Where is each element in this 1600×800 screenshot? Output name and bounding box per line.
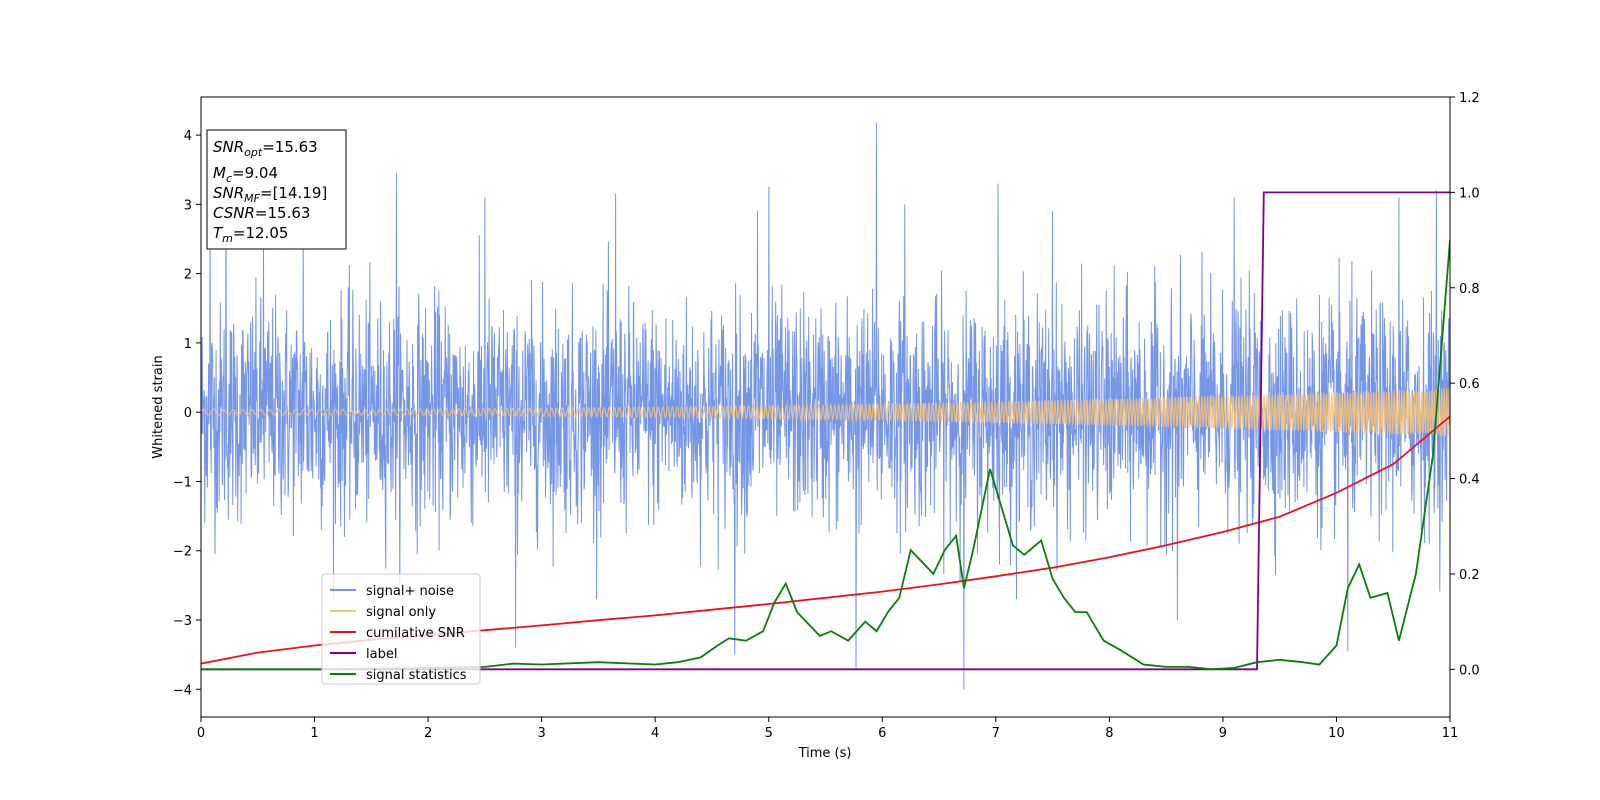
legend-label: label [366, 647, 397, 662]
y-tick-label: 4 [184, 129, 192, 144]
y2-tick-label: 0.6 [1459, 377, 1480, 392]
stats-annotation-lines: SNRopt=15.63Mc=9.04SNRMF=[14.19]CSNR=15.… [213, 138, 327, 245]
stats-annotation-line: CSNR=15.63 [213, 204, 310, 222]
stats-symbol: SNR [213, 138, 244, 156]
x-tick-label: 11 [1442, 726, 1459, 741]
stats-symbol: T [213, 224, 224, 242]
y-tick-label: 3 [184, 198, 192, 213]
x-tick-label: 10 [1328, 726, 1345, 741]
x-tick-label: 3 [537, 726, 545, 741]
x-tick-label: 7 [992, 726, 1000, 741]
stats-subscript: opt [244, 146, 263, 159]
y-tick-label: −2 [173, 545, 192, 560]
legend-label: cumilative SNR [366, 626, 465, 641]
stats-symbol: SNR [213, 184, 244, 202]
y2-tick-label: 0.4 [1459, 473, 1480, 488]
x-tick-label: 6 [878, 726, 886, 741]
stats-annotation-line: Mc=9.04 [213, 164, 278, 185]
x-tick-label: 0 [197, 726, 205, 741]
y-tick-label: −4 [173, 683, 192, 698]
y-tick-label: −3 [173, 614, 192, 629]
legend-label: signal+ noise [366, 584, 454, 599]
stats-annotation-frame [206, 129, 347, 250]
x-tick-label: 9 [1219, 726, 1227, 741]
stats-annotation-box: SNRopt=15.63Mc=9.04SNRMF=[14.19]CSNR=15.… [206, 129, 347, 250]
stats-subscript: MF [244, 192, 260, 205]
x-tick-label: 2 [424, 726, 432, 741]
series-label-line [201, 191, 1450, 671]
y-tick-label: 2 [184, 268, 192, 283]
stats-annotation-line: SNRopt=15.63 [213, 138, 318, 159]
stats-value: =15.63 [262, 138, 318, 156]
x-tick-label: 8 [1105, 726, 1113, 741]
y2-tick-label: 0.2 [1459, 568, 1480, 583]
y-tick-label: 0 [184, 406, 192, 421]
stats-value: =9.04 [232, 164, 278, 182]
stats-subscript: m [222, 232, 233, 245]
legend-label: signal only [366, 605, 436, 620]
series-signal-statistics-line [201, 240, 1450, 671]
y2-tick-label: 1.0 [1459, 186, 1480, 201]
legend-label: signal statistics [366, 668, 467, 683]
y2-tick-label: 0.8 [1459, 282, 1480, 297]
stats-annotation-line: Tm=12.05 [213, 224, 288, 245]
series-signal-noise-line [201, 122, 1450, 690]
x-tick-label: 4 [651, 726, 659, 741]
stats-symbol: CSNR [213, 204, 255, 222]
y2-tick-label: 1.2 [1459, 91, 1480, 106]
x-tick-label: 5 [765, 726, 773, 741]
plot-frame [200, 96, 1451, 718]
stats-value: =[14.19] [260, 184, 327, 202]
y2-tick-label: 0.0 [1459, 663, 1480, 678]
legend-items: signal+ noise signal only cumilative SNR la… [330, 584, 467, 683]
stats-value: =15.63 [255, 204, 311, 222]
x-tick-label: 1 [310, 726, 318, 741]
stats-value: =12.05 [233, 224, 289, 242]
y-tick-label: −1 [173, 475, 192, 490]
x-axis-label: Time (s) [798, 746, 852, 761]
legend-frame [321, 573, 481, 685]
x-axis: 0 1 2 3 4 5 6 7 8 9 10 11 [197, 717, 1458, 741]
legend: signal+ noise signal only cumilative SNR la… [321, 573, 481, 685]
stats-symbol: M [213, 164, 226, 182]
series-signal-only-line [201, 387, 1450, 437]
stats-annotation-line: SNRMF=[14.19] [213, 184, 327, 205]
y-axis-left: 4 3 2 1 0 −1 −2 −3 −4 [173, 129, 201, 698]
y-tick-label: 1 [184, 337, 192, 352]
y-axis-label: Whitened strain [151, 355, 166, 458]
y-axis-right: 1.2 1.0 0.8 0.6 0.4 0.2 0.0 [1450, 91, 1480, 678]
stats-subscript: c [226, 172, 232, 185]
